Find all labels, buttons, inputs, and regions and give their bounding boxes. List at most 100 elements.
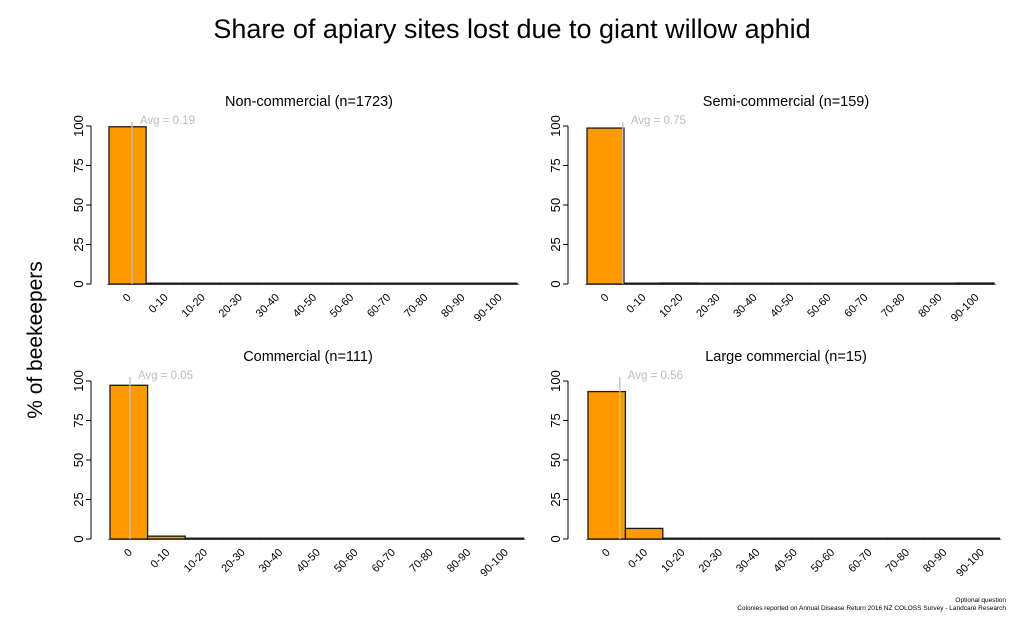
x-tick-label: 90-100 bbox=[472, 292, 505, 325]
x-tick-label: 90-100 bbox=[954, 547, 987, 580]
y-tick-label: 25 bbox=[71, 237, 86, 251]
x-tick-label: 10-20 bbox=[659, 547, 687, 575]
x-tick-label: 0 bbox=[599, 292, 612, 305]
bar-40-50 bbox=[774, 537, 814, 540]
bar-0-10 bbox=[145, 282, 184, 285]
y-tick-label: 50 bbox=[71, 453, 86, 467]
bar-60-70 bbox=[849, 537, 888, 540]
bar-20-30 bbox=[697, 282, 736, 285]
bar-90-100 bbox=[956, 282, 995, 285]
x-tick-label: 30-40 bbox=[731, 292, 759, 320]
bar-10-20 bbox=[662, 537, 701, 540]
bar-70-80 bbox=[410, 537, 450, 540]
footnotes: Optional question Colonies reported on A… bbox=[737, 597, 1006, 613]
bar-60-70 bbox=[372, 537, 412, 540]
average-label: Avg = 0.05 bbox=[138, 370, 193, 382]
bar-0 bbox=[586, 127, 625, 285]
bar-70-80 bbox=[882, 282, 921, 285]
bar-40-50 bbox=[297, 537, 337, 540]
x-tick-label: 80-90 bbox=[445, 547, 473, 575]
bar-0-10 bbox=[623, 282, 662, 285]
bar-50-60 bbox=[330, 282, 370, 285]
x-tick-label: 30-40 bbox=[734, 547, 762, 575]
x-tick-label: 0-10 bbox=[625, 292, 649, 316]
y-tick-label: 50 bbox=[548, 453, 563, 467]
bar-20-30 bbox=[699, 537, 739, 540]
bar-0 bbox=[109, 384, 149, 540]
x-tick-label: 90-100 bbox=[949, 292, 982, 325]
x-tick-label: 20-30 bbox=[217, 292, 245, 320]
y-tick-label: 75 bbox=[71, 413, 86, 427]
x-tick-label: 80-90 bbox=[916, 292, 944, 320]
bar-90-100 bbox=[961, 537, 1001, 540]
bar-40-50 bbox=[293, 282, 333, 285]
y-tick-label: 100 bbox=[548, 370, 563, 392]
x-tick-label: 10-20 bbox=[657, 292, 685, 320]
bar-20-30 bbox=[222, 537, 262, 540]
y-tick-label: 0 bbox=[71, 535, 86, 542]
panel-title: Non-commercial (n=1723) bbox=[225, 94, 393, 110]
bar-80-90 bbox=[923, 537, 963, 540]
x-tick-label: 0-10 bbox=[626, 547, 650, 571]
bar-30-40 bbox=[736, 537, 776, 540]
bar-0-10 bbox=[624, 527, 664, 540]
x-tick-label: 50-60 bbox=[809, 547, 837, 575]
bar-80-90 bbox=[919, 282, 958, 285]
x-tick-label: 70-80 bbox=[407, 547, 435, 575]
x-tick-label: 70-80 bbox=[402, 292, 430, 320]
average-label: Avg = 0.75 bbox=[631, 115, 686, 127]
bar-70-80 bbox=[886, 537, 926, 540]
bar-50-60 bbox=[334, 537, 374, 540]
x-tick-label: 20-30 bbox=[219, 547, 247, 575]
panel-1: Non-commercial (n=1723) 0 25 50 75 100 Avg = 0… bbox=[71, 94, 520, 325]
panel-title: Commercial (n=111) bbox=[243, 349, 373, 365]
x-tick-label: 80-90 bbox=[439, 292, 467, 320]
x-tick-label: 0-10 bbox=[148, 547, 172, 571]
x-tick-label: 60-70 bbox=[842, 292, 870, 320]
y-tick-label: 75 bbox=[548, 413, 563, 427]
x-tick-label: 60-70 bbox=[846, 547, 874, 575]
x-tick-label: 40-50 bbox=[771, 547, 799, 575]
y-tick-label: 100 bbox=[71, 370, 86, 392]
bar-90-100 bbox=[479, 282, 518, 285]
bar-20-30 bbox=[219, 282, 259, 285]
bar-60-70 bbox=[368, 282, 407, 285]
x-tick-label: 0 bbox=[121, 292, 134, 305]
bar-10-20 bbox=[660, 282, 699, 285]
bar-80-90 bbox=[447, 537, 487, 540]
x-tick-label: 40-50 bbox=[768, 292, 796, 320]
bar-0 bbox=[108, 126, 147, 285]
bar-70-80 bbox=[405, 282, 444, 285]
x-tick-label: 90-100 bbox=[478, 547, 511, 580]
y-tick-label: 25 bbox=[548, 492, 563, 506]
x-tick-label: 40-50 bbox=[291, 292, 319, 320]
x-tick-label: 10-20 bbox=[182, 547, 210, 575]
panel-title: Large commercial (n=15) bbox=[705, 349, 867, 365]
footnote-source: Colonies reported on Annual Disease Retu… bbox=[737, 605, 1006, 612]
y-tick-label: 25 bbox=[71, 492, 86, 506]
x-tick-label: 50-60 bbox=[805, 292, 833, 320]
footnote-optional: Optional question bbox=[955, 597, 1006, 604]
y-tick-label: 25 bbox=[548, 237, 563, 251]
x-tick-label: 20-30 bbox=[697, 547, 725, 575]
y-tick-label: 50 bbox=[548, 198, 563, 212]
x-tick-label: 0 bbox=[600, 547, 613, 560]
x-tick-label: 30-40 bbox=[254, 292, 282, 320]
y-tick-label: 0 bbox=[548, 280, 563, 287]
panel-title: Semi-commercial (n=159) bbox=[703, 94, 869, 110]
average-label: Avg = 0.19 bbox=[140, 115, 195, 127]
x-tick-label: 50-60 bbox=[328, 292, 356, 320]
bar-40-50 bbox=[771, 282, 810, 285]
y-tick-label: 75 bbox=[548, 158, 563, 172]
y-tick-label: 0 bbox=[71, 280, 86, 287]
y-tick-label: 50 bbox=[71, 198, 86, 212]
bar-30-40 bbox=[256, 282, 296, 285]
bar-50-60 bbox=[808, 282, 847, 285]
x-tick-label: 40-50 bbox=[295, 547, 323, 575]
chart-title: Share of apiary sites lost due to giant … bbox=[213, 14, 811, 44]
x-tick-label: 80-90 bbox=[921, 547, 949, 575]
y-tick-label: 100 bbox=[548, 115, 563, 137]
